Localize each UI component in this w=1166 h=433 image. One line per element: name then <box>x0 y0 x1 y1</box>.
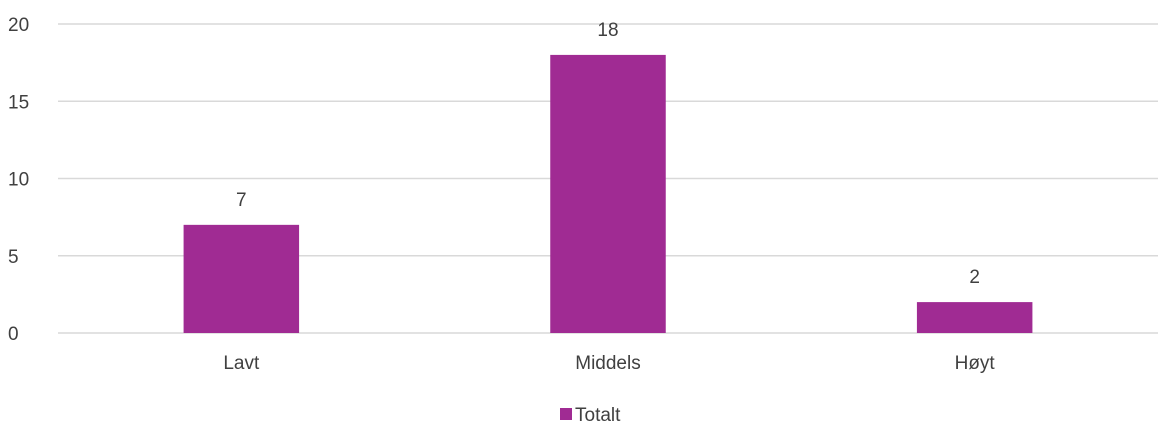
data-label-lavt: 7 <box>236 190 247 211</box>
x-tick-label-høyt: Høyt <box>955 353 996 374</box>
x-axis-labels: Lavt Middels Høyt <box>223 353 995 374</box>
y-tick-label: 15 <box>8 92 29 113</box>
data-label-middels: 18 <box>597 20 618 41</box>
y-tick-label: 0 <box>8 324 19 345</box>
legend-label-totalt: Totalt <box>575 405 621 426</box>
legend-swatch <box>560 408 572 420</box>
x-tick-label-lavt: Lavt <box>223 353 260 374</box>
data-labels: 7 18 2 <box>236 20 980 288</box>
data-label-høyt: 2 <box>969 267 980 288</box>
y-axis-ticks: 0 5 10 15 20 <box>8 15 29 345</box>
y-tick-label: 10 <box>8 170 29 191</box>
bar-lavt <box>183 224 300 333</box>
y-tick-label: 20 <box>8 15 29 36</box>
bar-middels <box>550 54 666 334</box>
bars <box>183 54 1033 334</box>
x-tick-label-middels: Middels <box>575 353 640 374</box>
bar-høyt <box>916 302 1033 333</box>
y-tick-label: 5 <box>8 247 19 268</box>
legend: Totalt <box>560 405 621 426</box>
